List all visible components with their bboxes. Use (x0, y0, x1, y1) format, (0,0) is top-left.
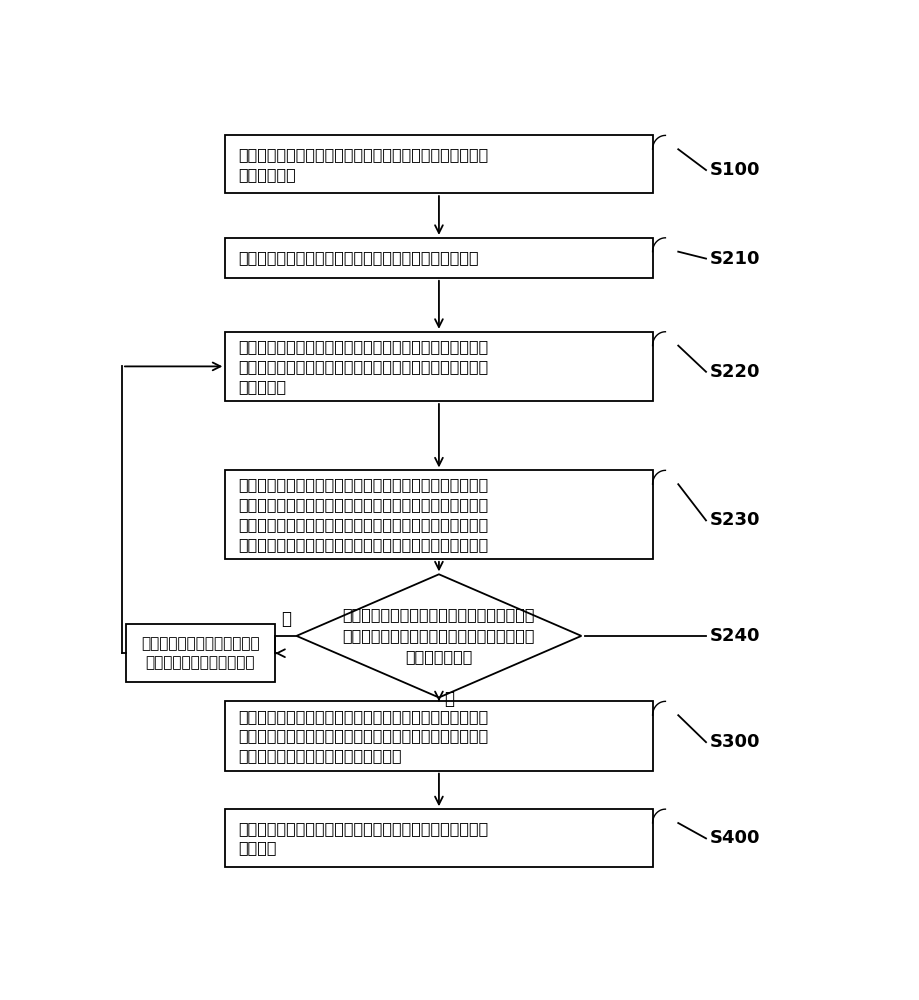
FancyBboxPatch shape (225, 470, 652, 559)
FancyBboxPatch shape (225, 809, 652, 867)
Text: 构建地震折射波从震源到各地质网格点的射线路径，根据地
下传播速度的初始值确定地震折射波沿射线路径传播的理论
初至旅行时: 构建地震折射波从震源到各地质网格点的射线路径，根据地 下传播速度的初始值确定地震… (238, 339, 488, 394)
FancyBboxPatch shape (225, 135, 652, 193)
Text: 判断对应于当前地下传播速度的修正值的理论
初至旅行时与实际初至旅行时之间的差值是否
小于预设的阈值: 判断对应于当前地下传播速度的修正值的理论 初至旅行时与实际初至旅行时之间的差值是… (343, 607, 535, 664)
Text: S220: S220 (709, 363, 760, 381)
Text: 设置各地质网格点处地震折射波的地下传播速度的初始值: 设置各地质网格点处地震折射波的地下传播速度的初始值 (238, 250, 479, 265)
Text: S240: S240 (709, 627, 760, 645)
FancyBboxPatch shape (126, 624, 275, 682)
FancyBboxPatch shape (225, 701, 652, 771)
Text: 是: 是 (445, 690, 455, 708)
Text: 根据各地质网格点的地质品质因子的分布分析目标储层的地
质体结构: 根据各地质网格点的地质品质因子的分布分析目标储层的地 质体结构 (238, 821, 488, 855)
Text: S210: S210 (709, 250, 760, 268)
Text: S400: S400 (709, 829, 760, 847)
FancyBboxPatch shape (225, 238, 652, 278)
Text: 令地下传播速度的初始值等于
当前地下传播速度的修正值: 令地下传播速度的初始值等于 当前地下传播速度的修正值 (141, 636, 260, 671)
Text: 基于地质品质因子反演模型，根据各地质网格点处地震折射
波的地下传播速度的修正值和各射线路径的地质吸收特征时
间，确定各地质网格点的地质品质因子: 基于地质品质因子反演模型，根据各地质网格点处地震折射 波的地下传播速度的修正值和… (238, 709, 488, 763)
Text: S300: S300 (709, 733, 760, 751)
Polygon shape (297, 574, 582, 698)
FancyBboxPatch shape (225, 332, 652, 401)
Text: 否: 否 (281, 610, 290, 628)
Text: S100: S100 (709, 161, 760, 179)
Text: 基于地下速度反演模型，根据地震折射波从震源到各地质网
格点的实际初至旅行时与地震折射波沿射线路径传播的理论
初至旅行时之间的差值对地下传播速度的初始值进行修正，: 基于地下速度反演模型，根据地震折射波从震源到各地质网 格点的实际初至旅行时与地震… (238, 477, 488, 552)
Text: S230: S230 (709, 511, 760, 529)
Text: 将目标储层的地质体剖面图区隔成多个地质网格，以形成多
个地质网格点: 将目标储层的地质体剖面图区隔成多个地质网格，以形成多 个地质网格点 (238, 147, 488, 182)
